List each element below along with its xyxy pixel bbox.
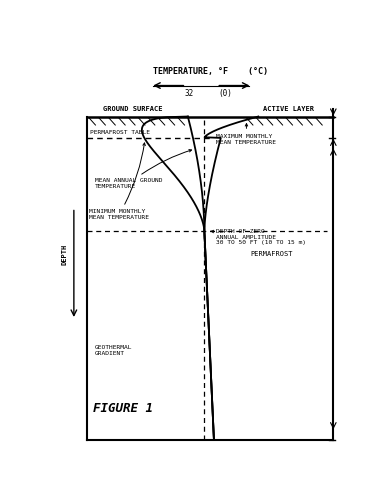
Text: 32: 32 [185,90,194,99]
Text: (0): (0) [218,90,232,99]
Text: MAXIMUM MONTHLY
MEAN TEMPERATURE: MAXIMUM MONTHLY MEAN TEMPERATURE [216,124,276,145]
Text: DEPTH: DEPTH [62,243,68,265]
Text: PERMAFROST TABLE: PERMAFROST TABLE [91,130,151,135]
Text: PERMAFROST: PERMAFROST [250,251,293,257]
Text: GEOTHERMAL
GRADIENT: GEOTHERMAL GRADIENT [95,345,132,356]
Text: TEMPERATURE, °F    (°C): TEMPERATURE, °F (°C) [153,67,268,76]
Text: DEPTH OF ZERO
ANNUAL AMPLITUDE
30 TO 50 FT (10 TO 15 m): DEPTH OF ZERO ANNUAL AMPLITUDE 30 TO 50 … [211,229,307,245]
Text: FIGURE 1: FIGURE 1 [93,402,153,415]
Text: ACTIVE LAYER: ACTIVE LAYER [263,106,314,112]
Text: MINIMUM MONTHLY
MEAN TEMPERATURE: MINIMUM MONTHLY MEAN TEMPERATURE [89,143,149,220]
Text: GROUND SURFACE: GROUND SURFACE [103,106,162,112]
Text: MEAN ANNUAL GROUND
TEMPERATURE: MEAN ANNUAL GROUND TEMPERATURE [95,149,192,189]
